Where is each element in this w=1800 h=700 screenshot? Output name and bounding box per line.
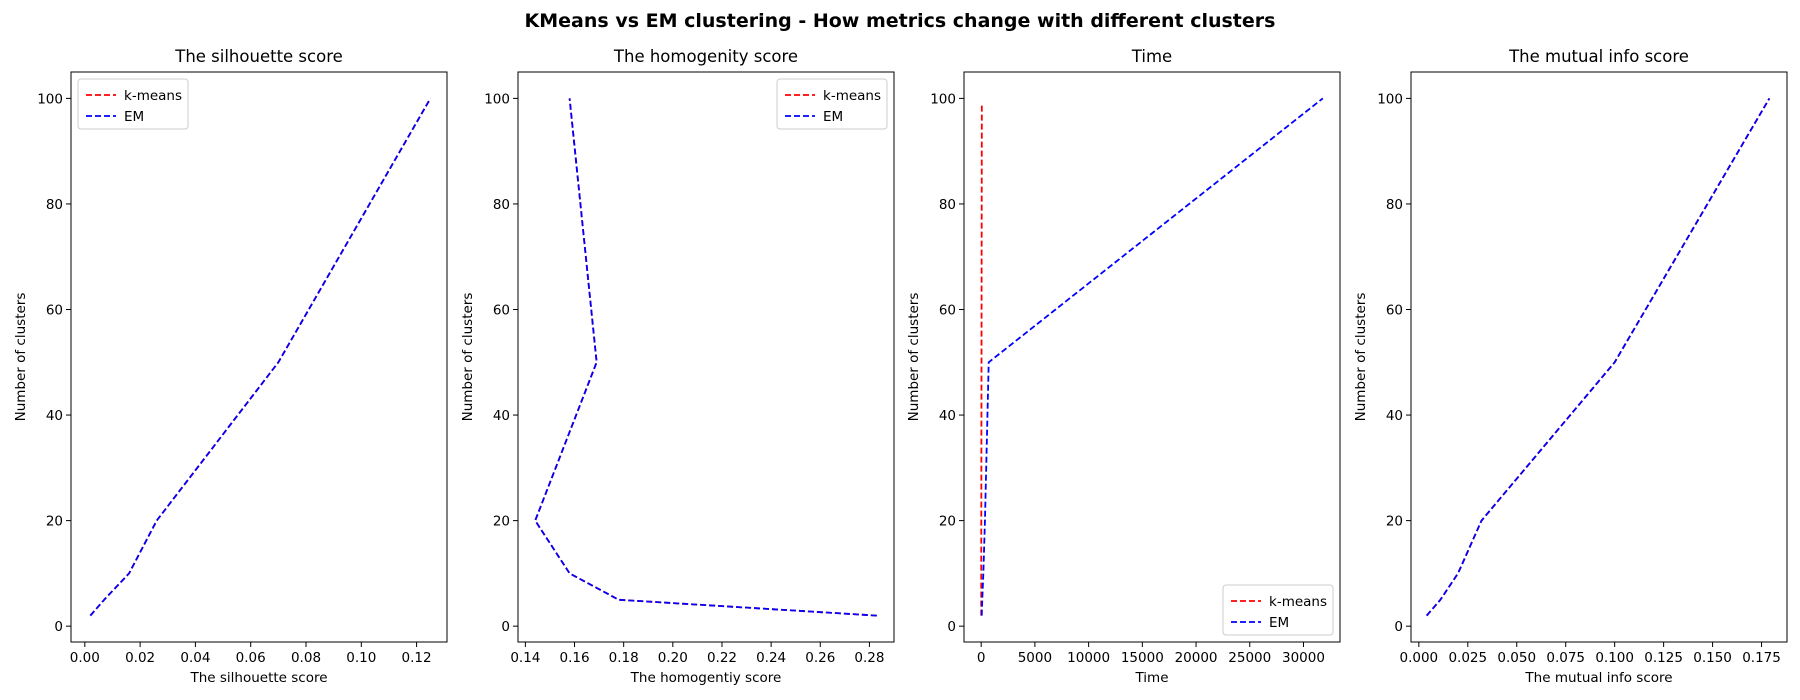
legend: k-means EM xyxy=(776,78,888,130)
x-tick-label: 0.16 xyxy=(559,650,589,666)
x-tick-label: 0.12 xyxy=(402,650,432,666)
y-tick-label: 0 xyxy=(947,619,956,635)
series-line-k-means xyxy=(534,98,877,617)
x-tick-label: 0.20 xyxy=(658,650,688,666)
y-axis-label: Number of clusters xyxy=(1353,293,1369,422)
x-tick-label: 0.22 xyxy=(707,650,737,666)
y-axis-label: Number of clusters xyxy=(460,293,476,422)
axes-frame xyxy=(70,71,448,643)
x-tick-label: 15000 xyxy=(1121,650,1164,666)
series-line-k-means xyxy=(89,97,432,617)
y-tick-label: 0 xyxy=(501,619,510,635)
x-tick-label: 0.26 xyxy=(805,650,835,666)
subplot-title: Time xyxy=(1131,47,1172,66)
x-tick-label: 20000 xyxy=(1175,650,1218,666)
legend-label: EM xyxy=(124,109,144,125)
y-axis-label: Number of clusters xyxy=(906,293,922,422)
x-tick-label: 5000 xyxy=(1018,650,1052,666)
y-axis-label: Number of clusters xyxy=(13,293,29,422)
y-tick-label: 40 xyxy=(1386,408,1403,424)
y-tick-label: 80 xyxy=(939,197,956,213)
y-tick-label: 60 xyxy=(46,303,63,319)
y-tick-label: 0 xyxy=(54,619,63,635)
legend: k-means EM xyxy=(77,78,189,130)
subplot-3: Time 0 5000 10000 15000 20000 25000 30000 0 20 40 6… xyxy=(906,47,1341,686)
y-tick-label: 0 xyxy=(1394,619,1403,635)
y-tick-label: 20 xyxy=(939,514,956,530)
subplot-4: The mutual info score 0.000 0.025 0.050 0.07… xyxy=(1353,47,1788,686)
x-axis-label: The homogentiy score xyxy=(630,670,782,686)
x-axis-label: The silhouette score xyxy=(189,670,327,686)
y-tick-label: 100 xyxy=(930,91,956,107)
x-tick-label: 10000 xyxy=(1067,650,1110,666)
x-tick-label: 0.04 xyxy=(180,650,210,666)
y-tick-label: 80 xyxy=(1386,197,1403,213)
subplot-title: The homogenity score xyxy=(613,47,798,66)
x-axis-label: Time xyxy=(1134,670,1168,686)
x-tick-label: 0.075 xyxy=(1546,650,1585,666)
series-line-em xyxy=(1425,97,1771,617)
x-tick-label: 0 xyxy=(977,650,986,666)
legend-label: EM xyxy=(1269,615,1289,631)
y-tick-label: 60 xyxy=(1386,303,1403,319)
figure-title: KMeans vs EM clustering - How metrics ch… xyxy=(524,10,1276,32)
y-tick-label: 20 xyxy=(1386,514,1403,530)
x-tick-label: 0.025 xyxy=(1448,650,1487,666)
axes-frame xyxy=(517,71,895,643)
axes-frame xyxy=(963,71,1341,643)
y-tick-label: 40 xyxy=(939,408,956,424)
legend-label: EM xyxy=(823,109,843,125)
y-tick-label: 40 xyxy=(493,408,510,424)
legend-label: k-means xyxy=(124,88,182,104)
x-tick-label: 0.02 xyxy=(125,650,155,666)
x-axis-label: The mutual info score xyxy=(1524,670,1672,686)
subplot-title: The mutual info score xyxy=(1508,47,1689,66)
subplot-title: The silhouette score xyxy=(174,47,343,66)
y-tick-label: 80 xyxy=(46,197,63,213)
y-tick-label: 100 xyxy=(484,91,510,107)
y-tick-label: 40 xyxy=(46,408,63,424)
y-tick-label: 60 xyxy=(493,303,510,319)
x-tick-label: 0.050 xyxy=(1497,650,1536,666)
x-tick-label: 0.000 xyxy=(1400,650,1439,666)
series-line-em xyxy=(89,97,432,617)
legend: k-means EM xyxy=(1222,584,1334,636)
x-tick-label: 0.125 xyxy=(1644,650,1683,666)
series-line-k-means xyxy=(1425,97,1771,617)
subplot-2: The homogenity score 0.14 0.16 0.18 0.20 0.22… xyxy=(460,47,895,686)
x-tick-label: 0.175 xyxy=(1742,650,1781,666)
y-tick-label: 60 xyxy=(939,303,956,319)
x-tick-label: 0.24 xyxy=(756,650,786,666)
series-line-em xyxy=(980,97,1324,616)
x-tick-label: 0.06 xyxy=(236,650,266,666)
x-tick-label: 0.150 xyxy=(1693,650,1732,666)
axes-frame xyxy=(1410,71,1788,643)
x-tick-label: 0.08 xyxy=(291,650,321,666)
x-tick-label: 25000 xyxy=(1228,650,1271,666)
x-tick-label: 0.00 xyxy=(70,650,100,666)
subplot-1: The silhouette score 0.00 0.02 0.04 0.06 0.08… xyxy=(13,47,448,686)
legend-label: k-means xyxy=(1269,594,1327,610)
y-tick-label: 100 xyxy=(1377,91,1403,107)
y-tick-label: 20 xyxy=(46,514,63,530)
legend-label: k-means xyxy=(823,88,881,104)
y-tick-label: 20 xyxy=(493,514,510,530)
x-tick-label: 0.18 xyxy=(609,650,639,666)
x-tick-label: 0.14 xyxy=(510,650,540,666)
x-tick-label: 30000 xyxy=(1282,650,1325,666)
x-tick-label: 0.100 xyxy=(1595,650,1634,666)
x-tick-label: 0.28 xyxy=(854,650,884,666)
series-line-k-means xyxy=(980,103,983,616)
y-tick-label: 100 xyxy=(37,91,63,107)
x-tick-label: 0.10 xyxy=(346,650,376,666)
y-tick-label: 80 xyxy=(493,197,510,213)
series-line-em xyxy=(534,98,877,617)
